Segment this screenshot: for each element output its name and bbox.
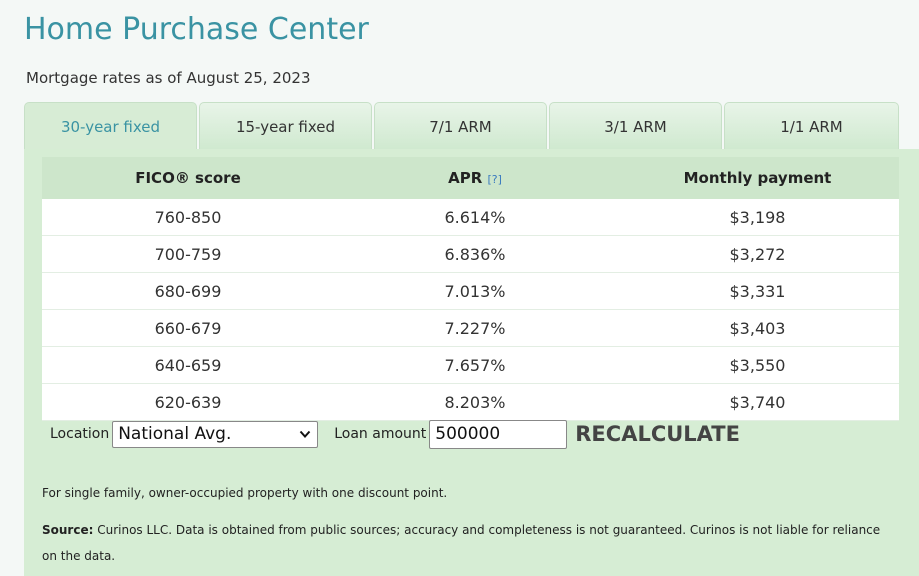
apr-cell: 8.203% — [334, 383, 616, 421]
rates-date-subtitle: Mortgage rates as of August 25, 2023 — [26, 69, 311, 87]
payment-cell: $3,550 — [616, 346, 899, 384]
table-row: 660-679 7.227% $3,403 — [42, 309, 899, 347]
tab-15-year-fixed[interactable]: 15-year fixed — [199, 102, 372, 150]
location-label: Location — [50, 426, 110, 442]
page-title: Home Purchase Center — [24, 12, 369, 47]
column-header-fico: FICO® score — [42, 157, 334, 199]
column-header-apr: APR [?] — [334, 157, 616, 199]
tab-3-1-arm[interactable]: 3/1 ARM — [549, 102, 722, 150]
table-row: 760-850 6.614% $3,198 — [42, 199, 899, 236]
term-tabs: 30-year fixed 15-year fixed 7/1 ARM 3/1 … — [24, 102, 919, 150]
table-row: 680-699 7.013% $3,331 — [42, 272, 899, 310]
tab-1-1-arm[interactable]: 1/1 ARM — [724, 102, 899, 150]
table-row: 620-639 8.203% $3,740 — [42, 383, 899, 421]
apr-cell: 7.227% — [334, 309, 616, 347]
source-text: Curinos LLC. Data is obtained from publi… — [42, 523, 881, 563]
table-row: 640-659 7.657% $3,550 — [42, 346, 899, 384]
tab-30-year-fixed[interactable]: 30-year fixed — [24, 102, 197, 150]
table-header-row: FICO® score APR [?] Monthly payment — [42, 157, 899, 199]
tab-7-1-arm[interactable]: 7/1 ARM — [374, 102, 547, 150]
recalc-controls: Location National Avg. Loan amount RECAL… — [50, 419, 740, 449]
apr-help-link[interactable]: [?] — [487, 173, 502, 186]
rates-table: FICO® score APR [?] Monthly payment 760-… — [42, 157, 899, 421]
payment-cell: $3,331 — [616, 272, 899, 310]
column-header-monthly-payment: Monthly payment — [616, 157, 899, 199]
location-select[interactable]: National Avg. — [112, 420, 319, 448]
table-row: 700-759 6.836% $3,272 — [42, 235, 899, 273]
apr-cell: 6.614% — [334, 199, 616, 236]
rates-panel: FICO® score APR [?] Monthly payment 760-… — [24, 149, 919, 576]
payment-cell: $3,198 — [616, 199, 899, 236]
fico-cell: 680-699 — [42, 272, 334, 310]
fico-cell: 640-659 — [42, 346, 334, 384]
chevron-down-icon — [299, 430, 311, 438]
apr-cell: 6.836% — [334, 235, 616, 273]
fico-cell: 700-759 — [42, 235, 334, 273]
fico-cell: 620-639 — [42, 383, 334, 421]
fico-cell: 760-850 — [42, 199, 334, 236]
apr-cell: 7.657% — [334, 346, 616, 384]
discount-note: For single family, owner-occupied proper… — [42, 486, 448, 500]
source-note: Source: Curinos LLC. Data is obtained fr… — [42, 517, 892, 569]
payment-cell: $3,403 — [616, 309, 899, 347]
location-select-value: National Avg. — [118, 424, 232, 444]
apr-cell: 7.013% — [334, 272, 616, 310]
source-label: Source: — [42, 523, 94, 537]
fico-cell: 660-679 — [42, 309, 334, 347]
recalculate-button[interactable]: RECALCULATE — [575, 422, 740, 446]
loan-amount-input[interactable] — [429, 419, 568, 449]
payment-cell: $3,740 — [616, 383, 899, 421]
payment-cell: $3,272 — [616, 235, 899, 273]
loan-amount-label: Loan amount — [334, 426, 427, 442]
